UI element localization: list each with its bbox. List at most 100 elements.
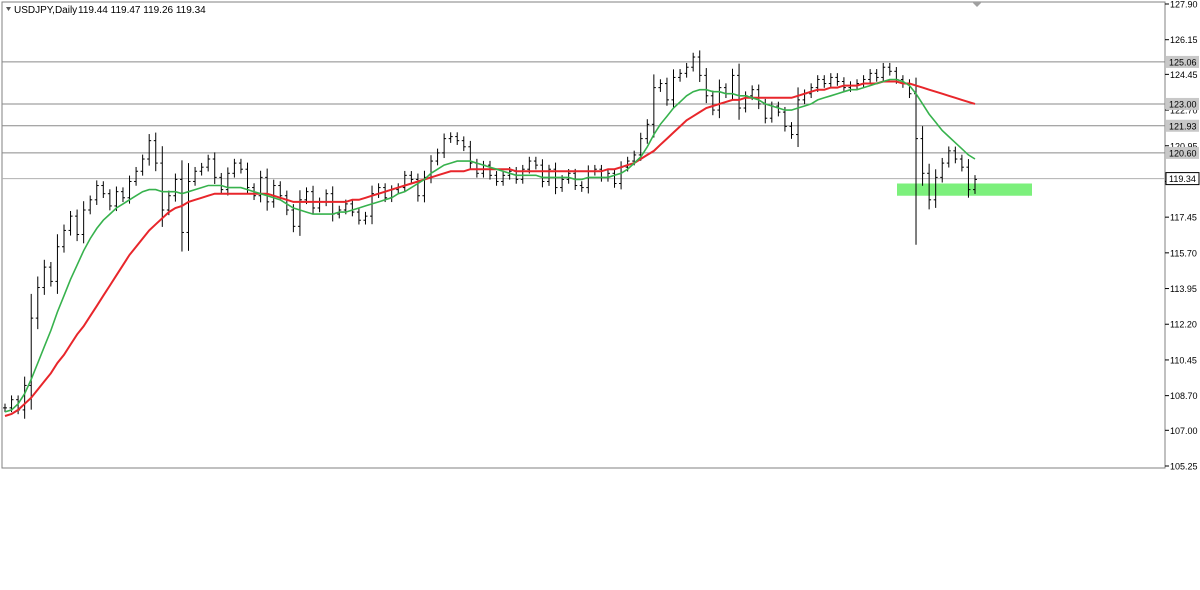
price-bar bbox=[284, 190, 289, 216]
price-bar bbox=[933, 169, 938, 208]
price-bar bbox=[48, 261, 53, 287]
price-bar bbox=[966, 159, 971, 198]
price-bar bbox=[409, 171, 414, 184]
price-bar bbox=[704, 68, 709, 104]
last-price-label: 119.34 bbox=[1169, 174, 1196, 184]
price-bar bbox=[265, 168, 270, 211]
price-bar bbox=[710, 90, 715, 116]
price-bar bbox=[140, 154, 145, 176]
price-panel-frame bbox=[1, 1, 1166, 469]
price-tick-label: 108.70 bbox=[1170, 391, 1198, 401]
price-tick-label: 105.25 bbox=[1170, 462, 1198, 472]
price-tick-label: 115.70 bbox=[1170, 248, 1197, 258]
price-bar bbox=[206, 154, 211, 172]
collapse-arrow-icon[interactable] bbox=[6, 7, 11, 11]
price-bar bbox=[651, 74, 656, 138]
last-price-badge bbox=[1165, 172, 1200, 186]
price-tick-label: 113.95 bbox=[1170, 284, 1197, 294]
price-bar bbox=[841, 77, 846, 92]
price-bar bbox=[579, 181, 584, 192]
price-bar bbox=[612, 169, 617, 188]
price-bar bbox=[927, 163, 932, 210]
price-bar bbox=[776, 101, 781, 117]
price-bar bbox=[107, 189, 112, 211]
price-bar bbox=[448, 132, 453, 143]
price-bar bbox=[29, 293, 34, 410]
price-bar bbox=[442, 133, 447, 159]
price-bar bbox=[232, 158, 237, 178]
level-badge bbox=[1166, 55, 1199, 68]
price-bar bbox=[455, 132, 460, 145]
price-bar bbox=[35, 276, 40, 330]
price-bar bbox=[488, 160, 492, 180]
price-tick-label: 126.15 bbox=[1170, 35, 1198, 45]
level-badge bbox=[1166, 119, 1199, 132]
price-bar bbox=[717, 79, 722, 119]
price-bar bbox=[160, 146, 165, 227]
price-bar bbox=[789, 122, 794, 139]
price-bar bbox=[199, 162, 204, 176]
ohlc-readout: 119.44 119.47 119.26 119.34 bbox=[78, 5, 206, 16]
price-bar bbox=[887, 62, 892, 76]
price-bar bbox=[546, 164, 551, 186]
price-bar bbox=[435, 148, 440, 166]
price-bar bbox=[81, 201, 86, 244]
level-badge bbox=[1166, 146, 1199, 159]
price-bar bbox=[42, 259, 47, 295]
price-bar bbox=[88, 195, 93, 215]
price-bar bbox=[737, 63, 742, 120]
price-bar bbox=[940, 157, 945, 183]
price-bar bbox=[946, 146, 951, 168]
price-bar bbox=[468, 140, 473, 169]
price-bar bbox=[520, 164, 525, 184]
price-bar bbox=[553, 162, 558, 195]
price-bar bbox=[370, 185, 375, 225]
price-bar bbox=[953, 146, 958, 164]
ma-slow-line bbox=[4, 80, 976, 417]
price-bar bbox=[212, 152, 217, 184]
price-bar bbox=[691, 52, 696, 72]
price-tick-label: 117.45 bbox=[1170, 213, 1197, 223]
price-bar bbox=[415, 173, 420, 202]
price-bar bbox=[697, 50, 702, 82]
price-bar bbox=[973, 175, 977, 194]
price-bar bbox=[114, 186, 119, 212]
price-bar bbox=[835, 73, 840, 86]
price-bar bbox=[881, 62, 886, 82]
symbol-title: USDJPY,Daily bbox=[14, 5, 77, 16]
chart-shift-icon[interactable] bbox=[972, 2, 982, 7]
price-bar bbox=[55, 234, 60, 294]
price-bar bbox=[868, 69, 873, 84]
price-bar bbox=[678, 69, 683, 82]
price-bar bbox=[225, 167, 230, 196]
level-badge-label: 121.93 bbox=[1169, 121, 1197, 131]
price-bar bbox=[68, 210, 73, 236]
price-tick-label: 110.45 bbox=[1170, 355, 1197, 365]
level-badge-label: 120.60 bbox=[1169, 148, 1197, 158]
price-tick-label: 107.00 bbox=[1170, 426, 1198, 436]
support-zone bbox=[897, 183, 1032, 196]
price-bar bbox=[540, 159, 545, 188]
ma-fast-line bbox=[4, 78, 976, 413]
price-bar bbox=[501, 171, 506, 186]
price-bar bbox=[153, 132, 158, 172]
price-bar bbox=[193, 166, 198, 186]
price-bar bbox=[22, 376, 27, 419]
price-axis: 127.90126.15124.45122.70120.95119.20117.… bbox=[1165, 0, 1200, 472]
price-bar bbox=[658, 79, 663, 92]
price-tick-label: 124.45 bbox=[1170, 70, 1198, 80]
price-bar bbox=[959, 154, 964, 172]
price-bar bbox=[782, 106, 787, 132]
price-bar bbox=[120, 187, 125, 203]
price-bar bbox=[664, 77, 669, 106]
price-bar bbox=[311, 185, 316, 214]
price-bar bbox=[363, 211, 368, 225]
price-bar bbox=[533, 156, 538, 170]
price-bar bbox=[186, 163, 191, 251]
price-bar bbox=[920, 126, 925, 186]
price-bar bbox=[874, 69, 879, 82]
price-bar bbox=[356, 207, 361, 225]
price-bar bbox=[461, 136, 466, 152]
